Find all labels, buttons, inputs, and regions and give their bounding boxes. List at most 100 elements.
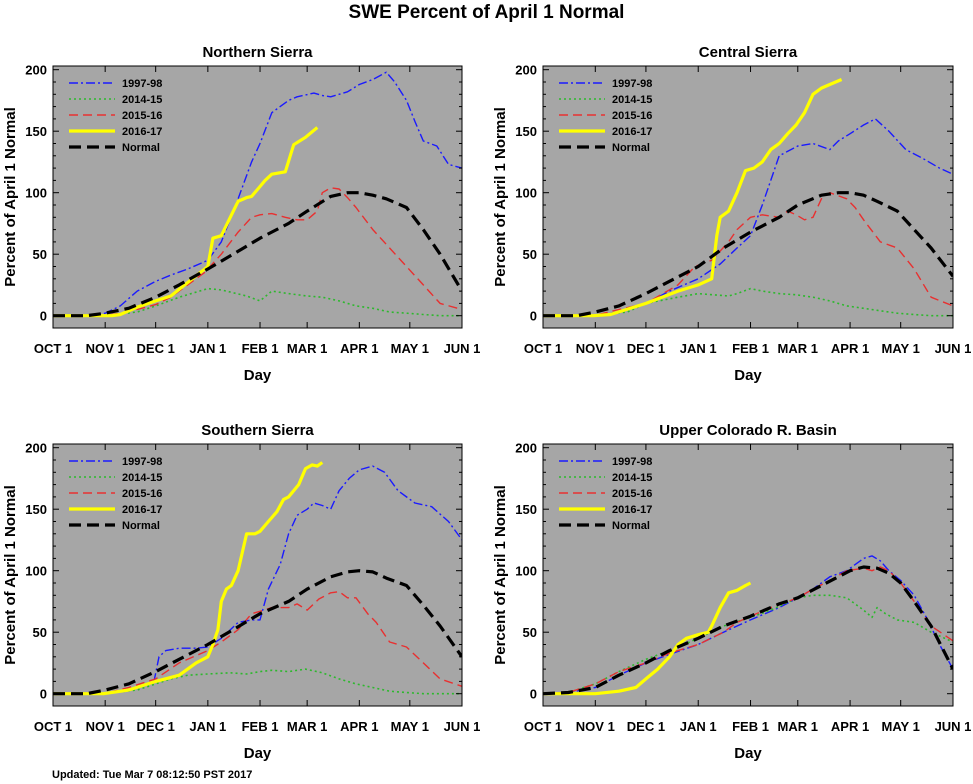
x-tick-label: NOV 1	[576, 719, 615, 734]
y-tick-label: 150	[25, 502, 47, 517]
legend-label: Normal	[122, 142, 160, 154]
legend-label: 2015-16	[612, 110, 652, 122]
x-tick-label: APR 1	[831, 719, 869, 734]
x-tick-label: JUN 1	[444, 341, 481, 356]
y-axis-label: Percent of April 1 Normal	[492, 107, 509, 287]
x-tick-label: JUN 1	[935, 719, 972, 734]
x-axis-label: Day	[244, 745, 272, 762]
legend-label: 2014-15	[122, 472, 162, 484]
y-tick-label: 150	[25, 124, 47, 139]
legend-label: 2016-17	[612, 126, 652, 138]
legend-label: 2015-16	[612, 488, 652, 500]
panel-title: Central Sierra	[699, 44, 798, 61]
y-tick-label: 200	[515, 441, 537, 456]
x-axis-label: Day	[734, 745, 762, 762]
series-line-1997-98	[53, 465, 462, 695]
legend-label: Normal	[612, 142, 650, 154]
series-line-2015-16	[543, 191, 953, 317]
series-line-1997-98	[543, 118, 953, 317]
y-tick-label: 0	[530, 309, 537, 324]
x-tick-label: DEC 1	[627, 341, 665, 356]
plot-frame	[52, 443, 463, 707]
x-tick-label: MAY 1	[882, 719, 920, 734]
x-tick-label: APR 1	[340, 341, 378, 356]
x-tick-label: JUN 1	[444, 719, 481, 734]
x-tick-label: MAY 1	[391, 719, 429, 734]
plot-area	[543, 444, 953, 706]
x-tick-label: MAR 1	[778, 341, 818, 356]
series-line-2014-15	[543, 287, 953, 317]
plot-area	[543, 66, 953, 328]
x-tick-label: MAY 1	[391, 341, 429, 356]
y-tick-label: 200	[515, 63, 537, 78]
x-tick-label: JAN 1	[680, 341, 717, 356]
series-line-Normal	[543, 191, 953, 318]
x-tick-label: FEB 1	[732, 341, 769, 356]
x-tick-label: JAN 1	[680, 719, 717, 734]
x-tick-label: NOV 1	[576, 341, 615, 356]
plot-frame	[542, 65, 954, 329]
y-tick-label: 200	[25, 441, 47, 456]
series-line-2016-17	[543, 78, 843, 318]
plot-frame	[542, 443, 954, 707]
x-tick-label: NOV 1	[86, 719, 125, 734]
y-tick-label: 0	[40, 309, 47, 324]
x-tick-label: APR 1	[831, 341, 869, 356]
y-tick-label: 50	[523, 625, 537, 640]
chart-panel-4: Upper Colorado R. Basin 0 50 100 150 200 OCT 1…	[492, 422, 971, 762]
legend-label: 1997-98	[612, 78, 652, 90]
y-tick-label: 100	[25, 564, 47, 579]
series-line-Normal	[543, 565, 953, 696]
legend-label: 2015-16	[122, 110, 162, 122]
series-line-2016-17	[53, 461, 324, 696]
y-tick-label: 100	[25, 186, 47, 201]
updated-timestamp: Updated: Tue Mar 7 08:12:50 PST 2017	[52, 769, 253, 781]
legend-label: 2014-15	[612, 472, 652, 484]
panel-title: Northern Sierra	[202, 44, 313, 61]
x-tick-label: DEC 1	[137, 341, 175, 356]
plot-area	[53, 66, 462, 328]
series-line-2016-17	[53, 126, 319, 318]
y-tick-label: 0	[530, 687, 537, 702]
series-line-Normal	[53, 191, 462, 318]
x-tick-label: MAY 1	[882, 341, 920, 356]
y-tick-label: 150	[515, 124, 537, 139]
legend-label: Normal	[122, 520, 160, 532]
y-tick-label: 150	[515, 502, 537, 517]
legend-label: 2014-15	[122, 94, 162, 106]
y-tick-label: 0	[40, 687, 47, 702]
y-tick-label: 50	[33, 247, 47, 262]
main-title: SWE Percent of April 1 Normal	[348, 2, 625, 23]
legend-label: 1997-98	[122, 456, 162, 468]
y-tick-label: 50	[523, 247, 537, 262]
x-tick-label: OCT 1	[524, 341, 562, 356]
x-tick-label: FEB 1	[242, 341, 279, 356]
legend-label: Normal	[612, 520, 650, 532]
y-tick-label: 100	[515, 564, 537, 579]
plot-frame	[52, 65, 463, 329]
panel-title: Southern Sierra	[201, 422, 314, 439]
legend-label: 2016-17	[122, 126, 162, 138]
legend-label: 1997-98	[612, 456, 652, 468]
y-axis-label: Percent of April 1 Normal	[2, 485, 19, 665]
x-tick-label: DEC 1	[137, 719, 175, 734]
series-line-Normal	[53, 569, 462, 696]
legend-label: 2016-17	[122, 504, 162, 516]
legend-label: 2015-16	[122, 488, 162, 500]
x-tick-label: JAN 1	[189, 341, 226, 356]
series-line-2015-16	[53, 187, 462, 317]
x-axis-label: Day	[244, 367, 272, 384]
legend-label: 1997-98	[122, 78, 162, 90]
y-axis-label: Percent of April 1 Normal	[492, 485, 509, 665]
x-tick-label: FEB 1	[242, 719, 279, 734]
plot-area	[53, 444, 462, 706]
x-tick-label: OCT 1	[34, 341, 72, 356]
x-tick-label: NOV 1	[86, 341, 125, 356]
series-line-2016-17	[543, 581, 752, 696]
chart-panel-3: Southern Sierra 0 50 100 150 200 OCT 1 NOV 1 DEC…	[2, 422, 480, 762]
y-tick-label: 50	[33, 625, 47, 640]
x-tick-label: OCT 1	[34, 719, 72, 734]
series-line-1997-98	[53, 71, 462, 317]
x-tick-label: OCT 1	[524, 719, 562, 734]
